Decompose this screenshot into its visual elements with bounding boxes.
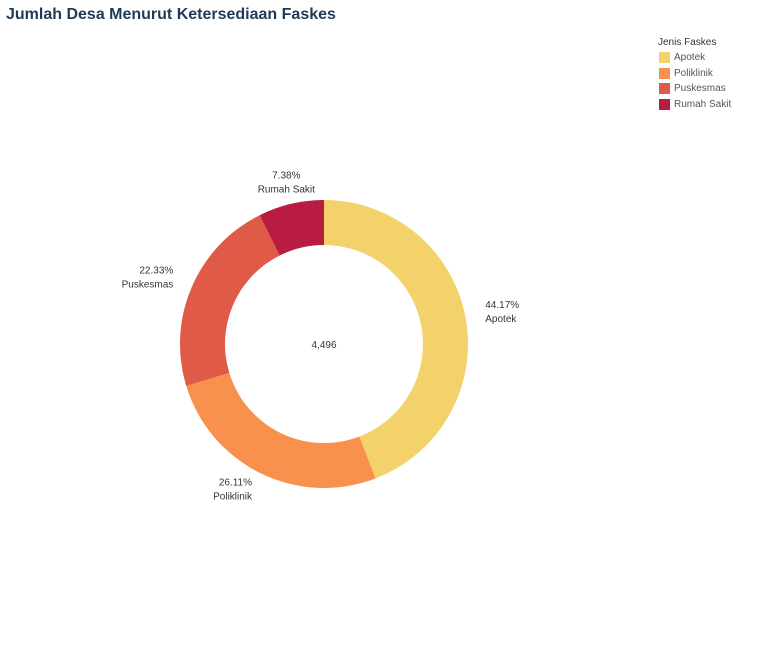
legend: Jenis Faskes Apotek Poliklinik Puskesmas Ru… (658, 37, 731, 112)
legend-item-rumah-sakit[interactable]: Rumah Sakit (658, 97, 731, 113)
legend-label-poliklinik: Poliklinik (674, 67, 713, 79)
slice-percent-label-puskesmas: 22.33% (139, 265, 173, 276)
legend-items: Apotek Poliklinik Puskesmas Rumah Sakit (658, 50, 731, 112)
slice-puskesmas[interactable] (180, 215, 280, 387)
legend-swatch-poliklinik (659, 67, 670, 79)
slice-labels: 44.17% Apotek 26.11% Poliklinik 22.33% Puskes… (122, 170, 520, 502)
legend-item-apotek[interactable]: Apotek (658, 50, 731, 66)
slice-percent-label-rumah-sakit: 7.38% (272, 170, 300, 181)
legend-item-puskesmas[interactable]: Puskesmas (658, 81, 731, 97)
donut-slices (180, 200, 468, 488)
chart-title: Jumlah Desa Menurut Ketersediaan Faskes (6, 6, 336, 23)
slice-percent-label-apotek: 44.17% (485, 300, 519, 311)
legend-swatch-apotek (659, 52, 670, 64)
slice-rumah-sakit[interactable] (259, 200, 324, 256)
slice-category-label-puskesmas: Puskesmas (122, 279, 174, 290)
legend-label-rumah-sakit: Rumah Sakit (674, 98, 732, 110)
legend-title: Jenis Faskes (658, 37, 717, 48)
slice-category-label-poliklinik: Poliklinik (213, 491, 253, 502)
legend-swatch-rumah-sakit (659, 98, 670, 110)
slice-category-label-rumah-sakit: Rumah Sakit (258, 184, 315, 195)
legend-label-apotek: Apotek (674, 52, 706, 64)
slice-percent-label-poliklinik: 26.11% (219, 477, 252, 488)
slice-category-label-apotek: Apotek (485, 314, 517, 325)
center-total-label: 4,496 (311, 340, 336, 351)
slice-poliklinik[interactable] (186, 372, 376, 488)
legend-item-poliklinik[interactable]: Poliklinik (658, 66, 731, 82)
legend-swatch-puskesmas (659, 83, 670, 95)
legend-label-puskesmas: Puskesmas (674, 83, 726, 95)
slice-apotek[interactable] (324, 200, 468, 479)
